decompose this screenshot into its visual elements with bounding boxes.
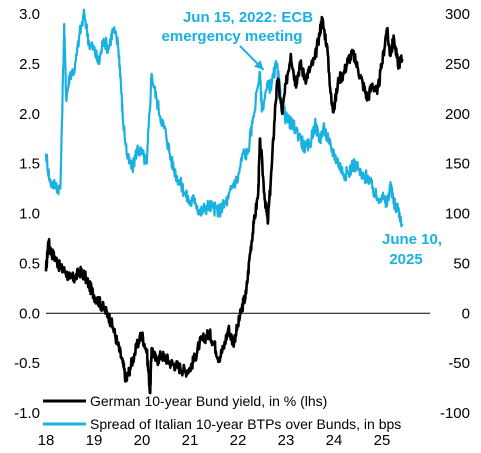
right-tick-label: -50 xyxy=(448,355,470,372)
x-tick-label: 19 xyxy=(86,432,103,449)
legend-label-spread: Spread of Italian 10-year BTPs over Bund… xyxy=(90,416,401,432)
right-tick-label: 0 xyxy=(462,305,470,322)
right-tick-label: 200 xyxy=(445,106,470,123)
right-tick-label: 300 xyxy=(445,6,470,23)
annotation-june10-line1: June 10, xyxy=(382,231,442,248)
right-tick-label: -100 xyxy=(440,405,470,422)
right-tick-label: 150 xyxy=(445,156,470,173)
x-tick-label: 20 xyxy=(134,432,151,449)
legend-label-bund-yield: German 10-year Bund yield, in % (lhs) xyxy=(90,393,327,409)
annotation-june10: June 10, 2025 xyxy=(382,231,442,268)
right-tick-label: 250 xyxy=(445,56,470,73)
left-tick-label: 0.0 xyxy=(19,305,40,322)
left-tick-label: 2.5 xyxy=(19,56,40,73)
series-line-bund-yield xyxy=(44,15,404,395)
x-axis: 18 19 20 21 22 23 24 25 xyxy=(38,432,391,449)
annotation-ecb-line1: Jun 15, 2022: ECB xyxy=(183,9,313,26)
left-tick-label: 3.0 xyxy=(19,6,40,23)
left-tick-label: -1.0 xyxy=(14,405,40,422)
annotation-june10-line2: 2025 xyxy=(389,251,422,268)
x-tick-label: 23 xyxy=(278,432,295,449)
x-tick-label: 18 xyxy=(38,432,55,449)
left-tick-label: 0.5 xyxy=(19,255,40,272)
legend: German 10-year Bund yield, in % (lhs) Sp… xyxy=(43,393,401,432)
x-tick-label: 25 xyxy=(374,432,391,449)
left-axis: 3.0 2.5 2.0 1.5 1.0 0.5 0.0 -0.5 -1.0 xyxy=(14,6,40,422)
annotation-ecb-arrowhead xyxy=(254,60,264,70)
left-tick-label: 1.5 xyxy=(19,156,40,173)
annotation-ecb-line2: emergency meeting xyxy=(162,28,303,45)
x-tick-label: 22 xyxy=(230,432,247,449)
right-tick-label: 50 xyxy=(453,255,470,272)
annotation-ecb: Jun 15, 2022: ECB emergency meeting xyxy=(162,9,313,71)
left-tick-label: 2.0 xyxy=(19,106,40,123)
series-line-spread xyxy=(44,8,404,228)
left-tick-label: 1.0 xyxy=(19,206,40,223)
x-tick-label: 24 xyxy=(326,432,343,449)
right-axis: 300 250 200 150 100 50 0 -50 -100 xyxy=(440,6,470,422)
left-tick-label: -0.5 xyxy=(14,355,40,372)
right-tick-label: 100 xyxy=(445,206,470,223)
x-tick-label: 21 xyxy=(182,432,199,449)
